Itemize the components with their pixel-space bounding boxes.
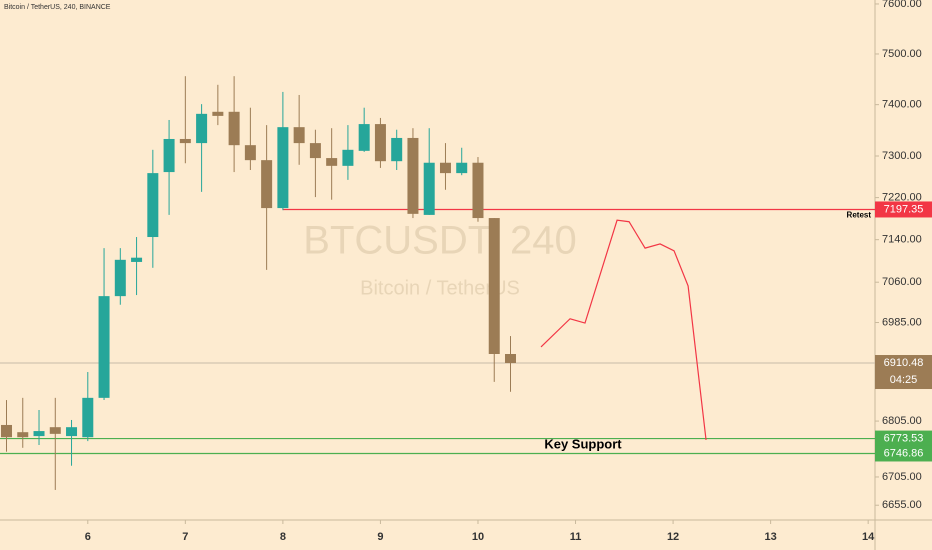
- annotation: Key Support: [544, 436, 622, 451]
- y-tick-label: 6805.00: [882, 415, 922, 427]
- watermark-subtitle: Bitcoin / TetherUS: [360, 277, 520, 299]
- price-tag-label: 6773.53: [884, 432, 924, 444]
- candle-body: [244, 145, 256, 161]
- y-tick-label: 7300.00: [882, 150, 922, 162]
- x-tick-label: 11: [570, 531, 582, 543]
- price-tag-label: 7197.35: [884, 203, 924, 215]
- countdown: 04:25: [890, 374, 918, 386]
- price-tag: [875, 355, 932, 390]
- candle-body: [277, 127, 289, 209]
- candle-body: [456, 162, 468, 174]
- candle-body: [342, 149, 354, 166]
- x-tick-label: 9: [377, 531, 383, 543]
- candle-body: [66, 427, 78, 437]
- x-tick-label: 13: [764, 531, 776, 543]
- candle-body: [98, 296, 110, 398]
- candle-body: [212, 111, 224, 116]
- candle-body: [407, 137, 419, 214]
- candle-body: [488, 218, 500, 355]
- candle-body: [472, 162, 484, 219]
- candle-body: [82, 397, 94, 438]
- candle-body: [391, 137, 403, 162]
- candle-body: [423, 162, 435, 215]
- candle-body: [163, 138, 175, 173]
- candle-body: [131, 257, 143, 262]
- candle-body: [179, 138, 191, 144]
- candle-body: [33, 431, 45, 437]
- y-tick-label: 7400.00: [882, 99, 922, 111]
- y-tick-label: 7140.00: [882, 234, 922, 246]
- candle-body: [261, 160, 273, 209]
- price-tag: [875, 430, 932, 447]
- watermark: BTCUSDT, 240: [303, 219, 576, 263]
- price-tag-label: 6746.86: [884, 447, 924, 459]
- y-tick-label: 6705.00: [882, 471, 922, 483]
- candle-body: [326, 158, 338, 166]
- candle-body: [358, 124, 370, 151]
- candle-body: [17, 432, 29, 438]
- candle-body: [49, 427, 61, 434]
- y-tick-label: 6985.00: [882, 316, 922, 328]
- x-tick-label: 14: [862, 531, 875, 543]
- x-tick-label: 8: [280, 531, 286, 543]
- projection-line: [540, 219, 707, 441]
- y-tick-label: 7220.00: [882, 192, 922, 204]
- level-label: Retest: [847, 211, 872, 220]
- candle-body: [504, 354, 516, 364]
- price-tag: [875, 201, 932, 218]
- x-tick-label: 12: [667, 531, 679, 543]
- candle-body: [1, 424, 13, 438]
- candle-body: [309, 143, 321, 159]
- x-tick-label: 6: [85, 531, 91, 543]
- x-tick-label: 10: [472, 531, 484, 543]
- candle-body: [196, 113, 208, 144]
- candle-body: [228, 111, 240, 146]
- candle-body: [439, 162, 451, 174]
- candle-body: [293, 127, 305, 144]
- candle-body: [114, 259, 126, 297]
- candle-body: [147, 173, 159, 238]
- chart-title: Bitcoin / TetherUS, 240, BINANCE: [4, 4, 111, 11]
- y-tick-label: 7060.00: [882, 276, 922, 288]
- price-tag: [875, 445, 932, 462]
- y-tick-label: 7600.00: [882, 0, 922, 10]
- price-tag-label: 6910.48: [884, 357, 924, 369]
- x-tick-label: 7: [182, 531, 188, 543]
- y-tick-label: 7500.00: [882, 48, 922, 60]
- y-tick-label: 6655.00: [882, 499, 922, 511]
- candle-body: [374, 124, 386, 162]
